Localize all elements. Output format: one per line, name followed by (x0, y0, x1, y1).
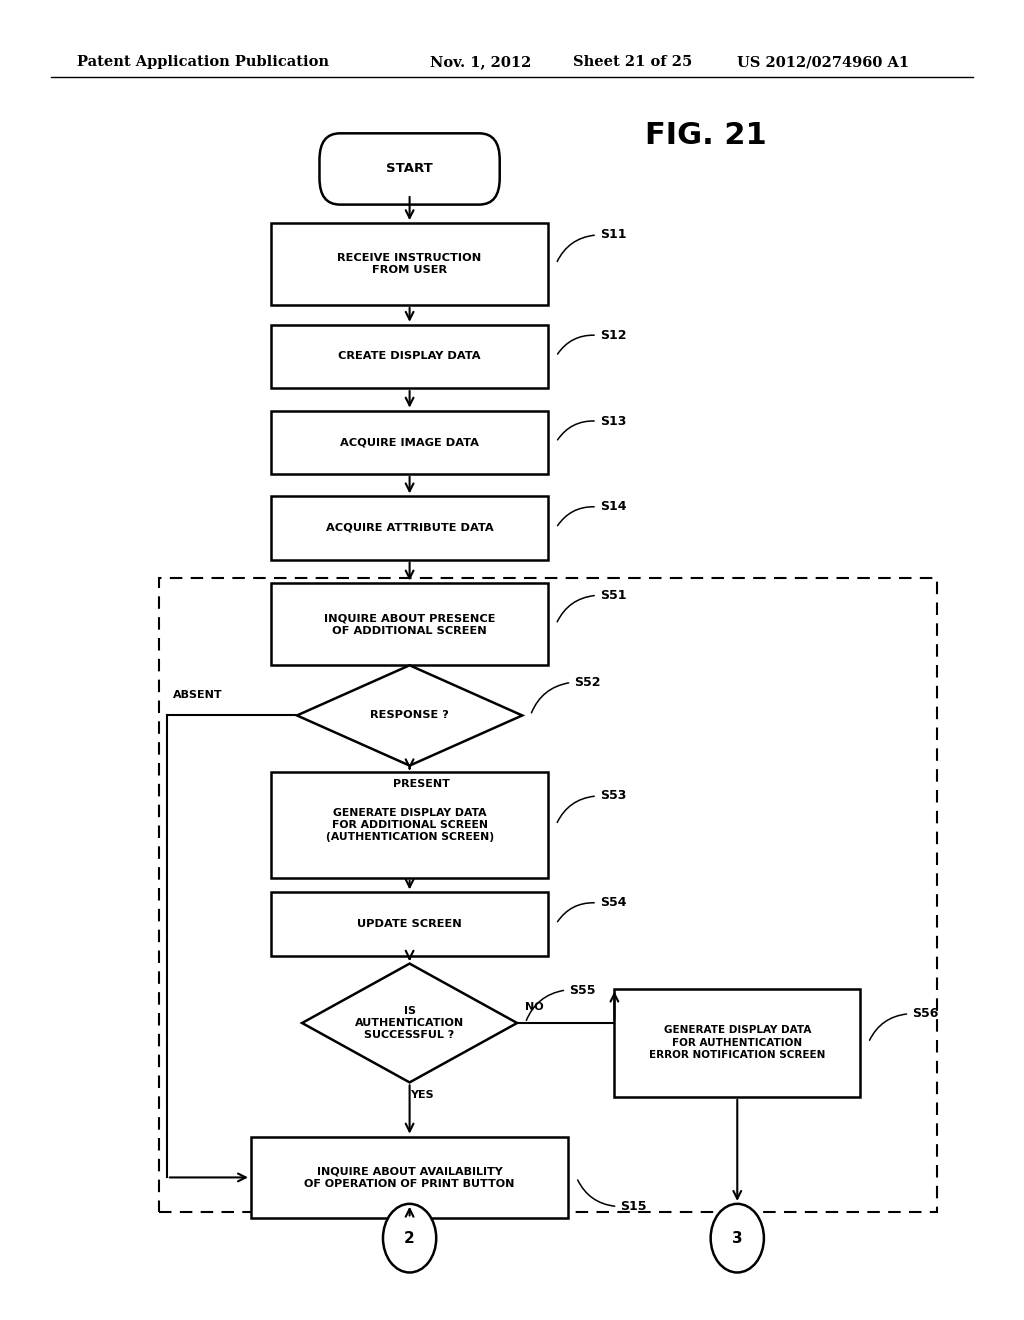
Text: RESPONSE ?: RESPONSE ? (371, 710, 449, 721)
Text: S12: S12 (600, 329, 627, 342)
Text: CREATE DISPLAY DATA: CREATE DISPLAY DATA (338, 351, 481, 362)
Text: Patent Application Publication: Patent Application Publication (77, 55, 329, 69)
Polygon shape (302, 964, 517, 1082)
FancyBboxPatch shape (251, 1137, 568, 1218)
Text: 2: 2 (404, 1230, 415, 1246)
Text: INQUIRE ABOUT PRESENCE
OF ADDITIONAL SCREEN: INQUIRE ABOUT PRESENCE OF ADDITIONAL SCR… (324, 614, 496, 635)
Text: S11: S11 (600, 228, 627, 242)
Text: PRESENT: PRESENT (393, 779, 451, 789)
FancyBboxPatch shape (271, 411, 548, 474)
Text: S51: S51 (600, 589, 627, 602)
Text: S14: S14 (600, 500, 627, 513)
Text: S15: S15 (621, 1200, 647, 1213)
Text: S53: S53 (600, 789, 627, 803)
FancyBboxPatch shape (271, 496, 548, 560)
FancyBboxPatch shape (271, 223, 548, 305)
FancyBboxPatch shape (614, 989, 860, 1097)
Text: S56: S56 (912, 1007, 939, 1020)
Text: GENERATE DISPLAY DATA
FOR AUTHENTICATION
ERROR NOTIFICATION SCREEN: GENERATE DISPLAY DATA FOR AUTHENTICATION… (649, 1026, 825, 1060)
Text: S52: S52 (574, 676, 601, 689)
Text: YES: YES (410, 1090, 434, 1101)
FancyBboxPatch shape (319, 133, 500, 205)
Circle shape (711, 1204, 764, 1272)
Text: US 2012/0274960 A1: US 2012/0274960 A1 (737, 55, 909, 69)
Text: Nov. 1, 2012: Nov. 1, 2012 (430, 55, 531, 69)
Text: 3: 3 (732, 1230, 742, 1246)
Text: Sheet 21 of 25: Sheet 21 of 25 (573, 55, 692, 69)
Text: INQUIRE ABOUT AVAILABILITY
OF OPERATION OF PRINT BUTTON: INQUIRE ABOUT AVAILABILITY OF OPERATION … (304, 1167, 515, 1188)
Text: S13: S13 (600, 414, 627, 428)
Text: FIG. 21: FIG. 21 (645, 121, 767, 150)
Text: RECEIVE INSTRUCTION
FROM USER: RECEIVE INSTRUCTION FROM USER (338, 253, 481, 275)
Text: ACQUIRE IMAGE DATA: ACQUIRE IMAGE DATA (340, 437, 479, 447)
Text: ACQUIRE ATTRIBUTE DATA: ACQUIRE ATTRIBUTE DATA (326, 523, 494, 533)
FancyBboxPatch shape (271, 583, 548, 665)
FancyBboxPatch shape (271, 325, 548, 388)
FancyBboxPatch shape (271, 772, 548, 878)
FancyBboxPatch shape (271, 892, 548, 956)
Text: ABSENT: ABSENT (173, 689, 222, 700)
Circle shape (383, 1204, 436, 1272)
Text: S55: S55 (569, 983, 596, 997)
Text: S54: S54 (600, 896, 627, 909)
Text: NO: NO (525, 1002, 544, 1012)
Text: UPDATE SCREEN: UPDATE SCREEN (357, 919, 462, 929)
Text: IS
AUTHENTICATION
SUCCESSFUL ?: IS AUTHENTICATION SUCCESSFUL ? (355, 1006, 464, 1040)
Text: GENERATE DISPLAY DATA
FOR ADDITIONAL SCREEN
(AUTHENTICATION SCREEN): GENERATE DISPLAY DATA FOR ADDITIONAL SCR… (326, 808, 494, 842)
Text: START: START (386, 162, 433, 176)
Polygon shape (297, 665, 522, 766)
